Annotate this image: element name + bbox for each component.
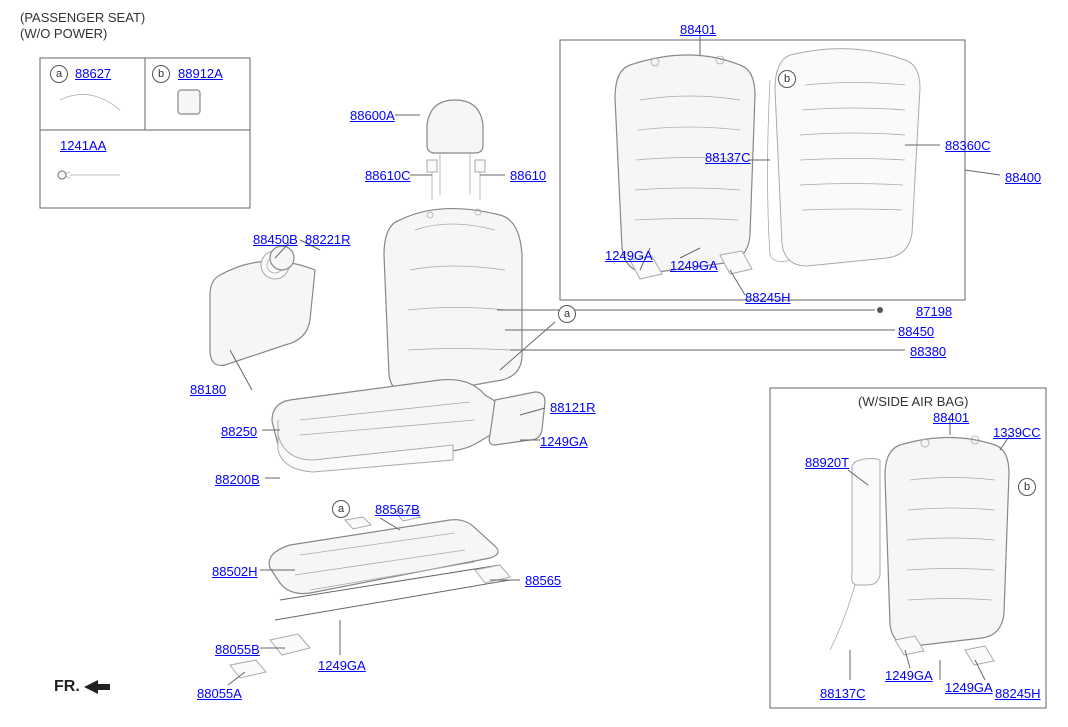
legend-marker-a: a [50, 65, 68, 83]
part-88450[interactable]: 88450 [898, 324, 934, 339]
part-88627[interactable]: 88627 [75, 66, 111, 81]
marker-b-main: b [778, 70, 796, 88]
part-88121R[interactable]: 88121R [550, 400, 596, 415]
part-88565[interactable]: 88565 [525, 573, 561, 588]
part-1249GA-top1[interactable]: 1249GA [605, 248, 653, 263]
part-88610[interactable]: 88610 [510, 168, 546, 183]
part-88567B[interactable]: 88567B [375, 502, 420, 517]
part-1339CC[interactable]: 1339CC [993, 425, 1041, 440]
part-88055B[interactable]: 88055B [215, 642, 260, 657]
diagram-canvas [0, 0, 1068, 727]
marker-a-2: a [332, 500, 350, 518]
front-indicator-text: FR. [54, 678, 80, 695]
part-1249GA-ab2[interactable]: 1249GA [945, 680, 993, 695]
part-87198[interactable]: 87198 [916, 304, 952, 319]
part-88055A[interactable]: 88055A [197, 686, 242, 701]
part-88360C[interactable]: 88360C [945, 138, 991, 153]
part-88502H[interactable]: 88502H [212, 564, 258, 579]
part-88221R[interactable]: 88221R [305, 232, 351, 247]
diagram-title-2: (W/O POWER) [20, 26, 107, 41]
front-arrow-icon [84, 680, 110, 694]
airbag-title: (W/SIDE AIR BAG) [858, 394, 969, 409]
part-88912A[interactable]: 88912A [178, 66, 223, 81]
part-88245H-main[interactable]: 88245H [745, 290, 791, 305]
legend-marker-b: b [152, 65, 170, 83]
part-88401-main[interactable]: 88401 [680, 22, 716, 37]
part-88200B[interactable]: 88200B [215, 472, 260, 487]
part-88920T[interactable]: 88920T [805, 455, 849, 470]
part-88401-ab[interactable]: 88401 [933, 410, 969, 425]
part-88137C-main[interactable]: 88137C [705, 150, 751, 165]
marker-a-1: a [558, 305, 576, 323]
part-88250[interactable]: 88250 [221, 424, 257, 439]
part-1241AA[interactable]: 1241AA [60, 138, 106, 153]
part-1249GA-top2[interactable]: 1249GA [670, 258, 718, 273]
diagram-title-1: (PASSENGER SEAT) [20, 10, 145, 25]
front-indicator: FR. [54, 678, 110, 696]
part-88610C[interactable]: 88610C [365, 168, 411, 183]
part-1249GA-btm[interactable]: 1249GA [318, 658, 366, 673]
part-88180[interactable]: 88180 [190, 382, 226, 397]
part-88245H-ab[interactable]: 88245H [995, 686, 1041, 701]
part-88450B[interactable]: 88450B [253, 232, 298, 247]
part-1249GA-mid[interactable]: 1249GA [540, 434, 588, 449]
part-1249GA-ab1[interactable]: 1249GA [885, 668, 933, 683]
part-88137C-ab[interactable]: 88137C [820, 686, 866, 701]
part-88380[interactable]: 88380 [910, 344, 946, 359]
part-88400[interactable]: 88400 [1005, 170, 1041, 185]
marker-b-ab: b [1018, 478, 1036, 496]
part-88600A[interactable]: 88600A [350, 108, 395, 123]
